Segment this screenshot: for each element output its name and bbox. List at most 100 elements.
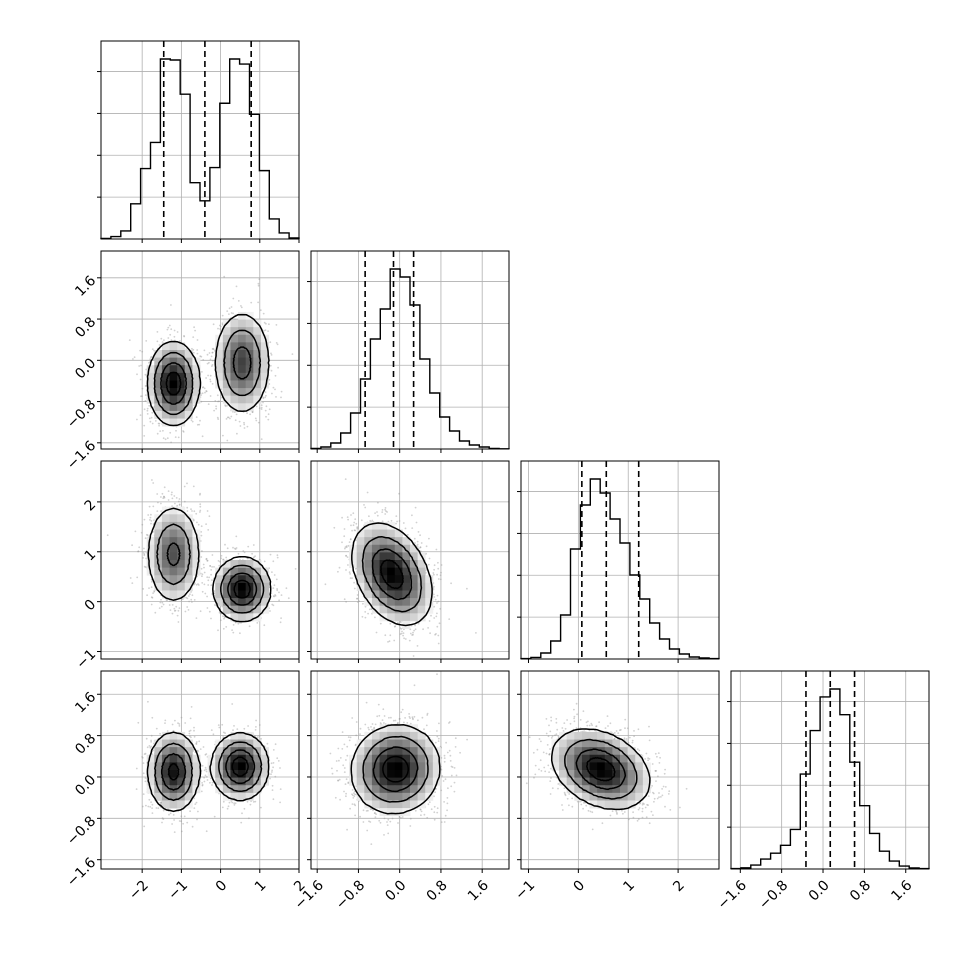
density-cell (192, 365, 201, 374)
scatter-point (268, 323, 270, 326)
scatter-point (149, 420, 152, 423)
contour-line (233, 579, 251, 599)
scatter-point (237, 300, 240, 302)
scatter-point (228, 313, 230, 315)
scatter-point (158, 424, 161, 427)
scatter-point (200, 394, 202, 397)
scatter-point (193, 510, 196, 513)
scatter-point (439, 607, 442, 610)
scatter-point (201, 392, 204, 395)
scatter-point (234, 548, 237, 550)
scatter-point (179, 340, 181, 342)
density-cell (169, 552, 178, 561)
scatter-point (152, 592, 155, 594)
scatter-point (195, 512, 198, 515)
scatter-point (271, 392, 273, 395)
density-cell (184, 529, 193, 538)
scatter-point (425, 552, 427, 555)
scatter-point (192, 351, 195, 354)
density-cell (238, 380, 247, 389)
scatter-point (343, 528, 346, 530)
scatter-point (197, 523, 200, 526)
contour-line (214, 313, 270, 412)
scatter-point (346, 556, 349, 558)
scatter-point (211, 359, 214, 362)
density-cell (154, 582, 163, 591)
scatter-point (203, 349, 206, 352)
density-cell (161, 350, 170, 359)
scatter-point (203, 566, 205, 569)
scatter-point (196, 349, 199, 351)
scatter-point (206, 559, 209, 562)
density-cell (230, 575, 239, 584)
scatter-point (217, 327, 219, 330)
scatter-point (151, 422, 154, 425)
density-cell (238, 560, 247, 569)
scatter-point (437, 642, 440, 645)
scatter-point (408, 639, 411, 642)
scatter-point (356, 597, 358, 600)
density-cell (222, 395, 231, 404)
scatter-point (356, 597, 359, 600)
scatter-point (263, 560, 266, 563)
density-cell (154, 575, 163, 584)
scatter-point (411, 514, 413, 517)
scatter-point (209, 565, 212, 567)
density-cell (230, 319, 239, 328)
scatter-point (146, 409, 149, 412)
scatter-point (437, 567, 440, 570)
scatter-point (193, 326, 196, 329)
contour-line (227, 572, 258, 606)
scatter-point (368, 515, 370, 518)
scatter-point (178, 504, 181, 506)
panel-frame (100, 40, 300, 240)
scatter-point (175, 429, 177, 432)
scatter-point (178, 607, 181, 609)
density-cell (238, 567, 247, 576)
density-cell (169, 560, 178, 569)
density-cell (238, 365, 247, 374)
density-cell (245, 567, 254, 576)
scatter-point (157, 422, 160, 425)
scatter-point (324, 583, 327, 586)
histogram-panel-3 (517, 460, 720, 663)
scatter-point (240, 306, 243, 309)
scatter-point (227, 416, 230, 419)
contour-line (223, 329, 262, 397)
density-cell (161, 537, 170, 546)
density-cell (169, 521, 178, 530)
scatter-point (150, 596, 153, 599)
scatter-point (200, 355, 203, 358)
density-cell (260, 372, 269, 381)
density-cell (238, 311, 247, 320)
density-cell (184, 365, 193, 374)
scatter-point (285, 587, 288, 590)
histogram-step (520, 478, 720, 660)
scatter-point (294, 568, 297, 570)
scatter-point (215, 407, 218, 410)
density-cell (253, 395, 262, 404)
scatter-point (160, 502, 162, 505)
density-cell (146, 544, 155, 553)
scatter-point (202, 359, 205, 361)
scatter-point (374, 512, 376, 514)
scatter-point (175, 497, 178, 499)
scatter-point (199, 509, 202, 512)
scatter-point (226, 547, 229, 550)
scatter-point (199, 419, 201, 422)
density-cell (169, 365, 178, 374)
scatter-point (142, 557, 145, 559)
scatter-point (150, 355, 153, 358)
density-cell (161, 567, 170, 576)
density-cell (230, 395, 239, 404)
density-cell (192, 552, 201, 561)
density-cell (260, 567, 269, 576)
scatter-point (146, 413, 149, 415)
scatter-point (381, 520, 384, 523)
scatter-point (156, 493, 159, 495)
scatter-point (152, 482, 155, 484)
density-cell (215, 567, 224, 576)
histogram-step (310, 268, 510, 450)
scatter-point (148, 404, 151, 407)
scatter-point (417, 531, 420, 533)
